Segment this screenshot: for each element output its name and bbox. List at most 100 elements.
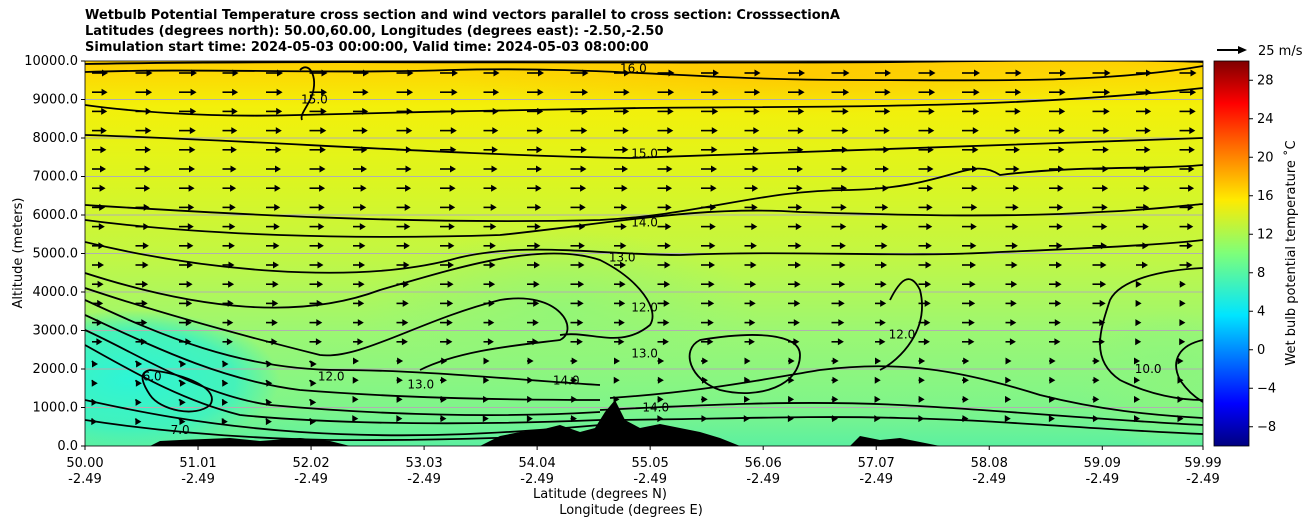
y-tick-label: 1000.0	[33, 401, 79, 416]
wind-vector-head	[841, 165, 848, 173]
wind-vector-head	[227, 299, 234, 307]
wind-vector-head	[972, 165, 978, 173]
wind-vector-head	[1134, 357, 1140, 365]
wind-vector-head	[362, 107, 369, 115]
wind-vector-head	[832, 376, 839, 384]
wind-vector-head	[963, 357, 970, 365]
x-tick-label-lon: -2.49	[972, 472, 1006, 487]
x-tick-label-lon: -2.49	[1085, 472, 1119, 487]
wind-vector-head	[492, 127, 499, 135]
wind-vector-head	[926, 203, 933, 211]
wind-vector-head	[1057, 203, 1064, 211]
wind-vector-head	[578, 261, 585, 269]
wind-vector-head	[925, 261, 932, 269]
wind-vector-head	[98, 261, 104, 269]
wind-vector-head	[707, 319, 714, 327]
wind-vector-head	[1134, 395, 1140, 403]
wind-vector-head	[788, 395, 795, 403]
wind-vector-head	[319, 146, 326, 154]
wind-vector-head	[750, 261, 757, 269]
wind-vector-head	[402, 319, 409, 327]
wind-vector-head	[1102, 165, 1109, 173]
x-axis: 50.00-2.4951.01-2.4952.02-2.4953.03-2.49…	[66, 446, 1222, 487]
wind-vector-head	[275, 165, 281, 173]
wind-vector-head	[493, 69, 500, 77]
wind-vector-head	[321, 69, 328, 77]
wind-vector-head	[187, 261, 193, 269]
contour-line	[879, 278, 923, 371]
x-tick-label-lat: 51.01	[179, 456, 216, 471]
wind-vector-head	[613, 395, 620, 403]
contour-label: 13.0	[631, 347, 658, 361]
wind-vector-head	[135, 379, 142, 387]
wind-vector-head	[880, 299, 887, 307]
wind-vector-head	[614, 357, 620, 365]
wind-vector-head	[1092, 415, 1099, 423]
wind-vector-head	[970, 261, 976, 269]
y-tick-label: 7000.0	[33, 170, 79, 185]
contour-label: 16.0	[620, 62, 647, 76]
wind-vector-head	[404, 203, 411, 211]
wind-vector-head	[97, 299, 104, 307]
wind-vector-head	[797, 127, 804, 135]
wind-vector-head	[843, 88, 850, 96]
chart-title-line-2: Latitudes (degrees north): 50.00,60.00, …	[85, 24, 664, 39]
wind-vectors	[91, 69, 1197, 426]
wind-vector-head	[534, 261, 540, 269]
wind-vector-head	[491, 184, 498, 192]
wind-vector-head	[667, 107, 674, 115]
y-axis: 0.0 1000.0 2000.0 3000.0 4000.0 5000.0 6000.0 7…	[24, 54, 85, 454]
wind-vector-head	[276, 107, 283, 115]
wind-vector-head	[228, 242, 235, 250]
wind-vector-head	[622, 165, 628, 173]
wind-vector-head	[662, 338, 669, 346]
wind-vector-head	[927, 184, 934, 192]
wind-vector-head	[448, 242, 455, 250]
wind-vector-head	[100, 127, 107, 135]
wind-vector-head	[841, 146, 848, 154]
wind-vector-head	[1101, 223, 1108, 231]
wind-vector-head	[452, 69, 458, 77]
wind-vector-head	[578, 280, 585, 288]
wind-vector-head	[488, 319, 495, 327]
wind-vector-head	[927, 146, 934, 154]
wind-vector-head	[962, 415, 969, 423]
wind-vector-head	[571, 357, 578, 365]
contour-line	[85, 203, 1203, 238]
wind-vector-head	[320, 107, 327, 115]
wind-vector-head	[918, 415, 925, 423]
x-tick-label-lon: -2.49	[407, 472, 441, 487]
wind-vector-head	[316, 299, 323, 307]
contour-line	[599, 402, 1203, 426]
wind-vector-head	[396, 376, 403, 384]
wind-vector-head	[265, 418, 272, 426]
wind-vector-head	[796, 203, 803, 211]
wind-vector-head	[928, 107, 935, 115]
contour-line	[599, 416, 1203, 435]
contour-label: 6.0	[143, 370, 162, 384]
contour-label: 7.0	[171, 423, 190, 437]
wind-vector-head	[1093, 395, 1100, 403]
wind-vector-head	[185, 319, 192, 327]
wind-vector-head	[707, 338, 714, 346]
wind-vector-head	[272, 280, 279, 288]
wind-vector-head	[839, 242, 846, 250]
wind-vector-head	[146, 88, 153, 96]
wind-vector-head	[1056, 261, 1062, 269]
wind-vector-head	[271, 338, 278, 346]
wind-vector-head	[180, 360, 187, 368]
wind-vector-head	[187, 223, 194, 231]
wind-vector-head	[1059, 88, 1066, 96]
y-tick-label: 0.0	[57, 439, 78, 454]
x-tick-label-lat: 57.07	[858, 456, 895, 471]
wind-vector-head	[136, 360, 143, 368]
wind-vector-head	[226, 338, 233, 346]
wind-vector-head	[186, 280, 193, 288]
wind-vector-head	[799, 69, 805, 77]
wind-vector-head	[970, 223, 977, 231]
wind-vector-head	[451, 107, 458, 115]
wind-vector-head	[743, 415, 750, 423]
wind-vector-head	[99, 184, 106, 192]
wind-vector-head	[1058, 146, 1065, 154]
wind-vector-head	[1058, 165, 1064, 173]
